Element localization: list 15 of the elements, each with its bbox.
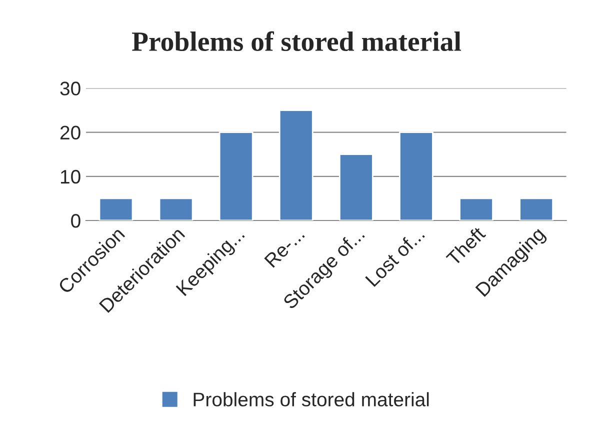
bar [399, 132, 434, 220]
y-tick-label: 0 [71, 214, 80, 228]
bar [459, 198, 494, 220]
y-tick-label: 20 [60, 126, 80, 140]
bar [519, 198, 554, 220]
bar [98, 198, 134, 220]
chart-title: Problems of stored material [132, 31, 461, 52]
y-tick-label: 10 [60, 170, 80, 184]
legend-label: Problems of stored material [194, 392, 429, 406]
x-tick-label: Lost of... [364, 226, 426, 288]
bar [338, 154, 374, 220]
y-tick-label: 30 [60, 82, 80, 96]
bar [218, 132, 254, 220]
bar [278, 110, 314, 220]
bar [158, 198, 194, 220]
